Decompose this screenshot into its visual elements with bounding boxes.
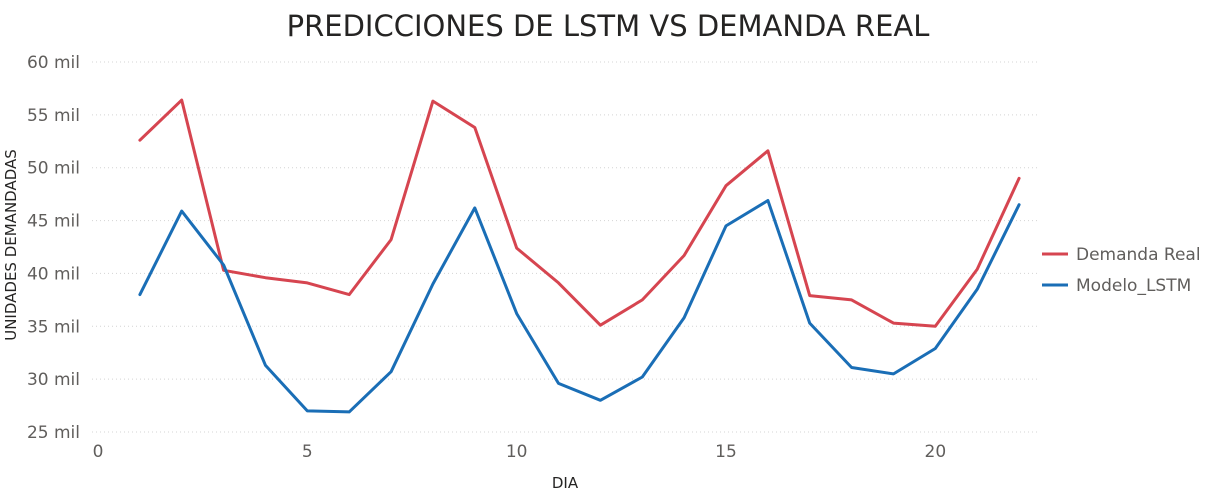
legend-item[interactable]: Demanda Real	[1042, 245, 1201, 265]
y-tick-label: 35 mil	[27, 317, 80, 337]
legend-item[interactable]: Modelo_LSTM	[1042, 276, 1191, 296]
y-axis-ticks: 25 mil 30 mil 35 mil 40 mil 45 mil 50 mil 55 m…	[27, 53, 80, 443]
y-tick-label: 25 mil	[27, 423, 80, 443]
x-axis-title: DIA	[552, 474, 579, 492]
chart-title: PREDICCIONES DE LSTM VS DEMANDA REAL	[287, 9, 930, 43]
series-lines	[138, 98, 1021, 414]
y-tick-label: 40 mil	[27, 264, 80, 284]
y-tick-label: 45 mil	[27, 212, 80, 232]
y-tick-label: 60 mil	[27, 53, 80, 73]
x-tick-label: 15	[715, 442, 737, 462]
series-line-demanda-real	[138, 98, 1021, 328]
x-tick-label: 0	[93, 442, 104, 462]
y-tick-label: 50 mil	[27, 159, 80, 179]
y-tick-label: 55 mil	[27, 106, 80, 126]
y-axis-title: UNIDADES DEMANDADAS	[2, 149, 20, 341]
x-tick-label: 10	[506, 442, 528, 462]
y-tick-label: 30 mil	[27, 370, 80, 390]
series-line-modelo-lstm	[138, 199, 1021, 414]
x-tick-label: 20	[925, 442, 947, 462]
legend-label: Modelo_LSTM	[1076, 276, 1191, 296]
x-tick-label: 5	[302, 442, 313, 462]
grid-lines	[92, 61, 1040, 433]
x-axis-ticks: 0 5 10 15 20	[93, 442, 947, 462]
legend[interactable]: Demanda Real Modelo_LSTM	[1042, 245, 1201, 296]
legend-label: Demanda Real	[1076, 245, 1201, 265]
